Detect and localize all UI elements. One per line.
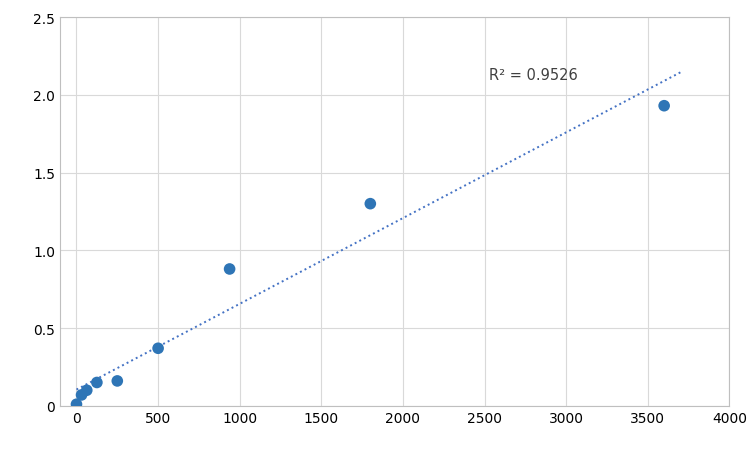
- Point: [152, 345, 164, 352]
- Point: [658, 103, 670, 110]
- Point: [75, 391, 87, 399]
- Point: [111, 377, 123, 385]
- Point: [71, 401, 83, 408]
- Text: R² = 0.9526: R² = 0.9526: [490, 68, 578, 83]
- Point: [223, 266, 235, 273]
- Point: [364, 201, 376, 208]
- Point: [91, 379, 103, 386]
- Point: [80, 387, 92, 394]
